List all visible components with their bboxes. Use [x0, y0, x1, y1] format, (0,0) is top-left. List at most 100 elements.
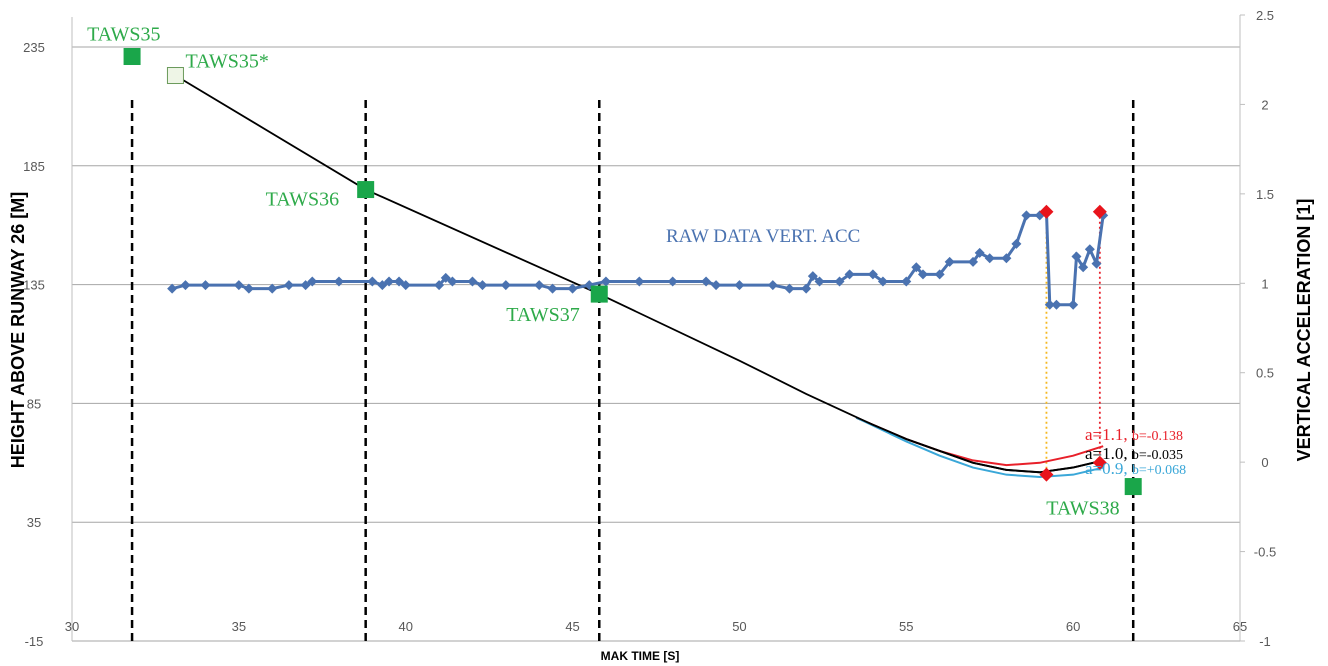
accel-point: [1068, 299, 1079, 310]
taws-label: TAWS36: [266, 189, 339, 211]
accel-series: [167, 206, 1109, 310]
accel-point: [701, 276, 712, 287]
accel-point: [784, 283, 795, 294]
accel-point: [243, 283, 254, 294]
accel-point: [434, 280, 445, 291]
accel-point: [167, 283, 178, 294]
accel-point: [711, 280, 722, 291]
accel-point: [867, 269, 878, 280]
accel-series-label: RAW DATA VERT. ACC: [666, 226, 860, 247]
accel-point: [534, 280, 545, 291]
red-marker: [1039, 467, 1054, 482]
fit-label: a=1.0, b=-0.035: [1085, 444, 1183, 463]
accel-point: [974, 247, 985, 258]
taws-marker: [1124, 478, 1142, 496]
accel-point: [333, 276, 344, 287]
accel-point: [877, 276, 888, 287]
red-marker: [1039, 204, 1054, 219]
taws-markers: [123, 48, 1142, 496]
accel-point: [267, 283, 278, 294]
x-tick-label: 35: [232, 619, 246, 634]
accel-point: [901, 276, 912, 287]
y-left-tick-label: 85: [27, 396, 41, 411]
taws-label: TAWS35*: [185, 51, 268, 73]
y-left-tick-label: 235: [23, 40, 45, 55]
accel-point: [934, 269, 945, 280]
height-line: [174, 74, 1104, 474]
accel-point: [1001, 253, 1012, 264]
y-right-tick-label: 2.5: [1256, 8, 1274, 23]
accel-point: [440, 272, 451, 283]
y-right-tick-label: 0.5: [1256, 366, 1274, 381]
accel-point: [300, 280, 311, 291]
accel-point: [394, 276, 405, 287]
accel-point: [767, 280, 778, 291]
x-tick-label: 55: [899, 619, 913, 634]
accel-point: [968, 256, 979, 267]
accel-point: [467, 276, 478, 287]
accel-point: [180, 280, 191, 291]
annotations: TAWS35 TAWS35* TAWS36 TAWS37 TAWS38 RAW DATA …: [87, 24, 1186, 520]
vertical-dashed-lines: [130, 100, 1135, 641]
fit-label: a=1.1, b=-0.138: [1085, 425, 1183, 444]
accel-point: [600, 276, 611, 287]
red-marker: [1092, 455, 1107, 470]
accel-point: [547, 283, 558, 294]
accel-point: [667, 276, 678, 287]
accel-point: [400, 280, 411, 291]
accel-point: [233, 280, 244, 291]
accel-point: [911, 262, 922, 273]
y-left-axis-label: HEIGHT ABOVE RUNWAY 26 [M]: [8, 192, 28, 468]
fit-curve: [855, 416, 1104, 479]
y-left-axis-ticks: -15 35 85 135 185 235: [23, 40, 45, 649]
x-axis-label: MAK TIME [S]: [601, 649, 680, 663]
accel-point: [477, 280, 488, 291]
accel-point: [283, 280, 294, 291]
y-right-tick-label: 0: [1261, 455, 1268, 470]
accel-point: [944, 256, 955, 267]
fit-label: a=0.9, b=+0.068: [1085, 459, 1186, 478]
accel-point: [734, 280, 745, 291]
accel-point: [807, 271, 818, 282]
accel-point: [801, 283, 812, 294]
accel-point: [447, 276, 458, 287]
taws-marker: [166, 67, 184, 85]
drop-lines: [1045, 211, 1101, 475]
x-axis-ticks: 30 35 40 45 50 55 60 65: [65, 619, 1247, 634]
accel-point: [1011, 238, 1022, 249]
accel-line: [171, 209, 1105, 307]
y-right-tick-label: 1: [1261, 276, 1268, 291]
accel-point: [814, 276, 825, 287]
taws-marker: [590, 285, 608, 303]
y-right-axis-label: VERTICAL ACCELERATION [1]: [1294, 199, 1314, 462]
y-left-tick-label: 135: [23, 278, 45, 293]
x-tick-label: 60: [1066, 619, 1080, 634]
accel-point: [567, 283, 578, 294]
accel-point: [307, 276, 318, 287]
y-left-tick-label: 185: [23, 159, 45, 174]
taws-label: TAWS37: [506, 304, 579, 326]
accel-point: [377, 280, 388, 291]
accel-point: [367, 276, 378, 287]
y-right-tick-label: -1: [1259, 634, 1271, 649]
y-right-tick-label: 1.5: [1256, 187, 1274, 202]
accel-point: [1044, 299, 1055, 310]
accel-point: [984, 253, 995, 264]
fit-curve: [855, 416, 1104, 467]
red-markers: [1039, 204, 1107, 482]
accel-point: [1071, 251, 1082, 262]
y-right-tick-label: -0.5: [1254, 545, 1276, 560]
red-marker: [1092, 204, 1107, 219]
accel-point: [1051, 299, 1062, 310]
accel-point: [634, 276, 645, 287]
accel-point: [834, 276, 845, 287]
x-tick-label: 50: [732, 619, 746, 634]
y-left-tick-label: 35: [27, 515, 41, 530]
y-right-axis-ticks: -1 -0.5 0 0.5 1 1.5 2 2.5: [1254, 8, 1276, 649]
y-right-tick-label: 2: [1261, 97, 1268, 112]
accel-point: [1078, 262, 1089, 273]
x-tick-label: 30: [65, 619, 79, 634]
height-series: [174, 74, 1104, 474]
taws-marker: [123, 48, 141, 66]
